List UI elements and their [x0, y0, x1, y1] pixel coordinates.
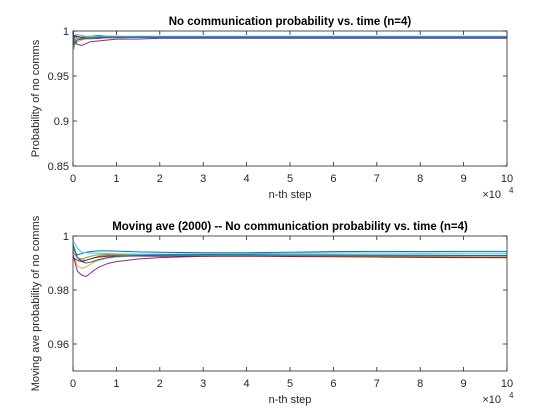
x-tick-label: 3: [200, 173, 206, 185]
x-tick-label: 4: [244, 173, 250, 185]
series-line-8: [73, 31, 507, 45]
x-tick-label: 8: [417, 173, 423, 185]
series-line-6: [73, 241, 507, 255]
chart-title: Moving ave (2000) -- No communication pr…: [112, 221, 468, 233]
series-line-4: [73, 31, 507, 46]
x-exponent-power: 4: [509, 391, 514, 400]
chart-1: 0 1 2 3 4 5 6 7 8 9 10 0.85 0.9 0.95 1 No communication…: [30, 16, 514, 201]
x-exponent-label: ×10 4: [482, 391, 514, 406]
x-tick-label: 10: [501, 173, 513, 185]
x-exponent-power: 4: [509, 186, 514, 195]
x-tick-label: 7: [374, 378, 380, 390]
x-tick-label: 2: [157, 173, 163, 185]
x-tick-label: 10: [501, 378, 513, 390]
x-tick-label: 9: [461, 173, 467, 185]
x-tick-label: 1: [113, 378, 119, 390]
x-exponent-label: ×10 4: [482, 186, 514, 201]
x-tick-label: 3: [200, 378, 206, 390]
x-tick-label: 6: [330, 173, 336, 185]
x-axis-label: n-th step: [269, 189, 312, 201]
x-tick-label: 7: [374, 173, 380, 185]
x-tick-label: 5: [287, 378, 293, 390]
x-tick-label: 9: [461, 378, 467, 390]
x-exponent-base: ×10: [482, 189, 501, 201]
chart-title: No communication probability vs. time (n…: [169, 16, 412, 28]
x-tick-label: 8: [417, 378, 423, 390]
x-tick-label: 5: [287, 173, 293, 185]
y-tick-label: 0.98: [48, 285, 69, 297]
chart-2: 0 1 2 3 4 5 6 7 8 9 10 0.96 0.98 1 Moving ave (2000) -…: [30, 215, 514, 406]
y-tick-label: 0.96: [48, 339, 69, 351]
x-tick-label: 1: [113, 173, 119, 185]
series-line-5: [73, 246, 507, 260]
series-group: [73, 31, 507, 50]
y-tick-label: 1: [63, 231, 69, 243]
x-exponent-base: ×10: [482, 394, 501, 406]
y-tick-label: 0.9: [54, 116, 69, 128]
y-tick-label: 1: [63, 26, 69, 38]
y-axis-label: Probability of no comms: [30, 39, 42, 157]
y-axis-label: Moving ave probability of no comms: [30, 215, 42, 391]
x-tick-label: 0: [70, 173, 76, 185]
series-line-1: [73, 249, 507, 256]
x-tick-label: 6: [330, 378, 336, 390]
x-axis-label: n-th step: [269, 394, 312, 406]
series-line-8: [73, 243, 507, 264]
series-line-6: [73, 31, 507, 41]
y-tick-label: 0.95: [48, 71, 69, 83]
x-tick-label: 4: [244, 378, 250, 390]
x-tick-label: 0: [70, 378, 76, 390]
x-tick-label: 2: [157, 378, 163, 390]
y-tick-label: 0.85: [48, 161, 69, 173]
series-group: [73, 241, 507, 277]
